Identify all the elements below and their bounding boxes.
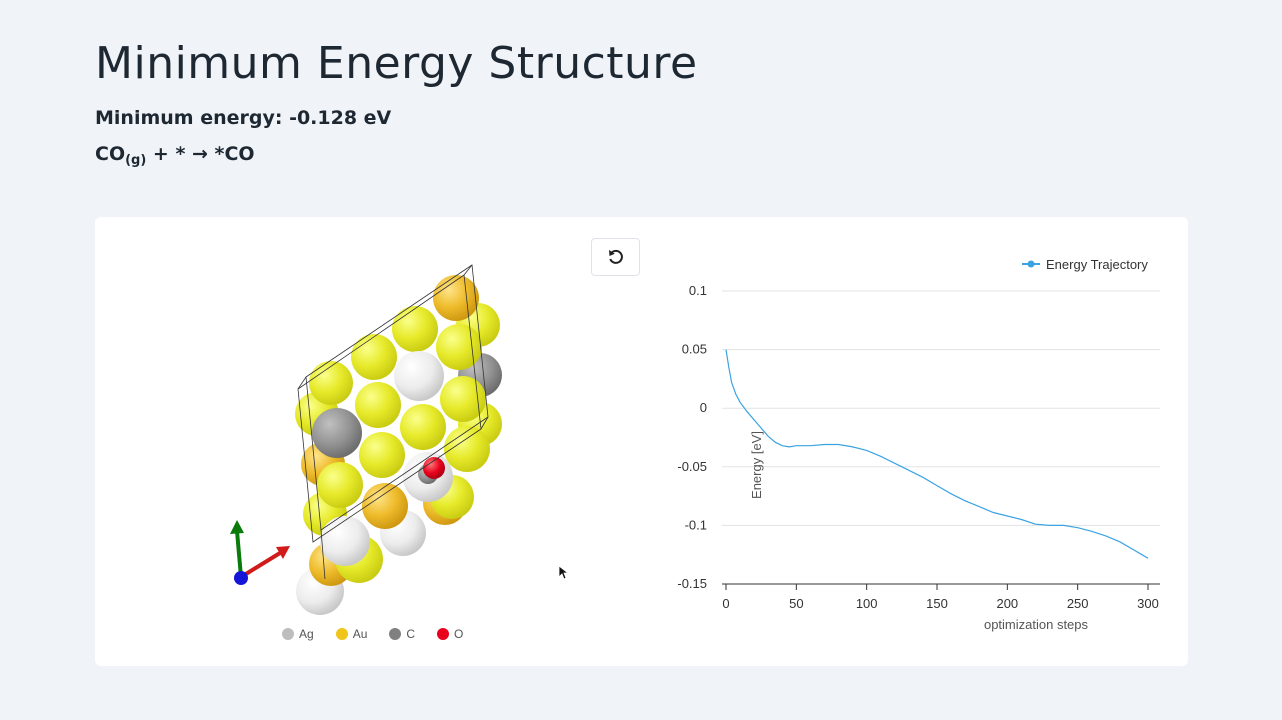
reaction-phase: (g) <box>125 153 147 168</box>
x-tick-label: 300 <box>1137 596 1159 611</box>
chart-grid <box>722 290 1160 526</box>
atom-cluster <box>295 275 502 615</box>
legend-label-o: O <box>454 627 464 641</box>
x-tick-label: 250 <box>1067 596 1089 611</box>
legend-marker <box>1027 260 1035 268</box>
o-swatch <box>437 628 450 640</box>
element-legend: Ag Au C O <box>282 627 463 641</box>
page-title: Minimum Energy Structure <box>95 38 698 89</box>
x-tick-label: 0 <box>722 596 729 611</box>
structure-canvas[interactable] <box>95 217 655 666</box>
legend-item-o: O <box>437 627 463 641</box>
legend-label-au: Au <box>352 627 368 641</box>
reset-view-button[interactable] <box>591 238 640 276</box>
x-tick-label: 200 <box>996 596 1018 611</box>
legend-item-au: Au <box>335 627 368 641</box>
unit-cell-box <box>297 264 489 580</box>
x-tick-label: 150 <box>926 596 948 611</box>
c-swatch <box>389 628 402 640</box>
mouse-cursor-icon <box>559 566 569 580</box>
structure-viewer[interactable]: Ag Au C O <box>95 217 655 666</box>
y-tick-label: 0.1 <box>689 283 707 298</box>
reaction-rhs: + * → *CO <box>146 143 255 165</box>
y-tick-label: 0 <box>700 400 707 415</box>
y-tick-label: -0.05 <box>677 459 707 474</box>
reaction-species: CO <box>95 143 126 165</box>
x-tick-label: 100 <box>856 596 878 611</box>
rotate-ccw-icon <box>608 249 623 264</box>
ag-swatch <box>282 628 294 640</box>
energy-chart: 0.1 0.05 0 -0.05 -0.1 -0.15 0 50 100 150 200 250 30… <box>640 237 1180 637</box>
y-axis-label: Energy [eV] <box>749 431 764 499</box>
x-axis-label: optimization steps <box>984 617 1089 632</box>
legend-label-c: C <box>406 627 416 641</box>
result-card: Ag Au C O 0.1 0.05 0 -0.05 -0.1 -0.15 0 50 100 1… <box>95 217 1188 666</box>
chart-legend: Energy Trajectory <box>1022 257 1148 272</box>
y-tick-label: 0.05 <box>682 342 707 357</box>
minimum-energy-label: Minimum energy: -0.128 eV <box>95 107 392 129</box>
legend-item-ag: Ag <box>282 627 314 641</box>
energy-trajectory-line <box>725 349 1149 559</box>
x-tick-label: 50 <box>789 596 803 611</box>
reaction-equation: CO(g) + * → *CO <box>95 143 255 168</box>
x-axis: 0 50 100 150 200 250 300 <box>722 583 1160 611</box>
legend-item-c: C <box>389 627 415 641</box>
legend-label-ag: Ag <box>299 627 314 641</box>
axes-gizmo <box>230 520 290 585</box>
energy-chart-svg: 0.1 0.05 0 -0.05 -0.1 -0.15 0 50 100 150 200 250 30… <box>677 257 1160 632</box>
y-tick-label: -0.1 <box>685 517 707 532</box>
legend-label: Energy Trajectory <box>1046 257 1148 272</box>
y-axis-ticks: 0.1 0.05 0 -0.05 -0.1 -0.15 <box>677 283 707 591</box>
y-tick-label: -0.15 <box>677 576 707 591</box>
au-swatch <box>335 628 348 640</box>
